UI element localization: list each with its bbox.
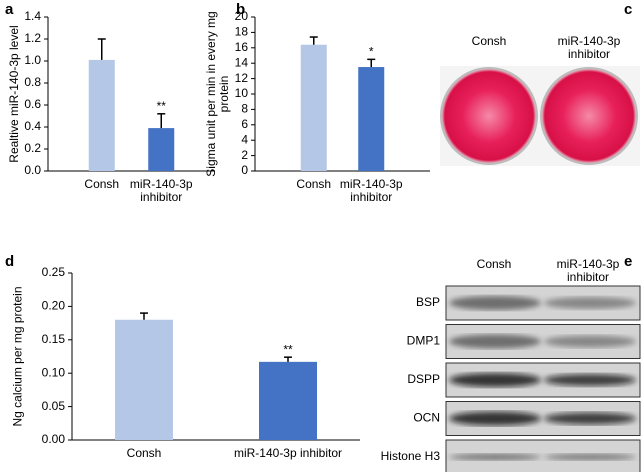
bar xyxy=(88,59,115,171)
x-tick-label-box: miR-140-3p inhibitor xyxy=(339,178,403,204)
panel-label: d xyxy=(5,253,14,270)
y-tick-label: 0.05 xyxy=(42,399,66,413)
y-tick-label: 0.8 xyxy=(24,75,41,89)
stain-image xyxy=(440,66,640,166)
error-bar xyxy=(97,38,106,60)
x-tick-label: miR-140-3p inhibitor xyxy=(339,178,403,204)
error-bar xyxy=(157,113,166,129)
significance-label: * xyxy=(369,45,374,59)
panel-label: a xyxy=(5,1,14,18)
blot-band xyxy=(544,374,636,386)
bar xyxy=(148,128,175,171)
y-tick-label: 0.2 xyxy=(24,141,41,155)
y-tick-label: 18 xyxy=(235,25,249,39)
column-label-box: Consh xyxy=(471,35,507,48)
error-bar xyxy=(140,312,148,320)
blot-band xyxy=(544,454,636,460)
y-axis-label: Sigma unit per min in every mg protein xyxy=(204,11,231,177)
y-tick-label: 12 xyxy=(235,71,249,85)
y-tick-label: 0.15 xyxy=(42,332,66,346)
blot-band xyxy=(544,412,636,425)
y-tick-label: 0.4 xyxy=(24,119,41,133)
x-tick-label-box: miR-140-3p inhibitor xyxy=(233,447,343,460)
x-tick-label-box: miR-140-3p inhibitor xyxy=(129,178,193,204)
x-tick-label: miR-140-3p inhibitor xyxy=(233,447,343,460)
y-tick-label: 0.25 xyxy=(42,265,66,279)
y-tick-label: 0.0 xyxy=(24,163,41,177)
row-label: DSPP xyxy=(407,372,440,386)
y-tick-label: 0.20 xyxy=(42,299,66,313)
column-label-box: miR-140-3p inhibitor xyxy=(557,35,621,61)
panel-label: e xyxy=(624,253,632,270)
western-blot xyxy=(445,285,641,472)
y-tick-label: 6 xyxy=(241,117,248,131)
column-label: Consh xyxy=(476,258,512,271)
y-tick-label: 2 xyxy=(241,148,248,162)
y-tick-label: 4 xyxy=(241,132,248,146)
blot-band xyxy=(449,454,541,460)
y-axis-label: Ng calcium per mg protein xyxy=(10,286,25,427)
panel-label: b xyxy=(236,1,245,18)
blot-band xyxy=(449,296,541,310)
bar xyxy=(358,67,385,171)
y-tick-label: 10 xyxy=(235,86,249,100)
blot-band xyxy=(544,335,636,348)
y-tick-label: 0.6 xyxy=(24,97,41,111)
significance-label: ** xyxy=(283,342,293,356)
error-bar xyxy=(284,356,292,362)
panel-label: c xyxy=(624,1,632,18)
column-label-box: Consh xyxy=(476,258,512,271)
x-tick-label: Consh xyxy=(84,178,120,191)
y-tick-label: 1.0 xyxy=(24,53,41,67)
x-tick-label-box: Consh xyxy=(84,178,120,191)
row-label: BSP xyxy=(416,295,440,309)
bar xyxy=(300,44,327,171)
x-tick-label: Consh xyxy=(126,447,162,460)
column-label-box: miR-140-3p inhibitor xyxy=(556,258,620,284)
y-axis-label-box: Ng calcium per mg protein xyxy=(10,286,25,427)
column-label: Consh xyxy=(471,35,507,48)
significance-label: ** xyxy=(157,99,167,113)
blot-band xyxy=(449,373,541,387)
y-tick-label: 1.2 xyxy=(24,31,41,45)
row-label: Histone H3 xyxy=(381,449,441,463)
column-label: miR-140-3p inhibitor xyxy=(556,258,620,284)
y-axis-label: Realtive miR-140-3p level xyxy=(6,25,21,163)
row-label: DMP1 xyxy=(407,334,441,348)
x-tick-label: Consh xyxy=(296,178,332,191)
y-tick-label: 20 xyxy=(235,9,249,23)
row-label: OCN xyxy=(413,411,440,425)
bar xyxy=(259,361,317,440)
y-tick-label: 0 xyxy=(241,163,248,177)
y-tick-label: 0.10 xyxy=(42,365,66,379)
y-axis-label-box: Sigma unit per min in every mg protein xyxy=(204,11,231,177)
y-tick-label: 0.00 xyxy=(42,432,66,446)
blot-band xyxy=(449,334,541,349)
y-tick-label: 1.4 xyxy=(24,9,41,23)
y-tick-label: 16 xyxy=(235,40,249,54)
column-label: miR-140-3p inhibitor xyxy=(557,35,621,61)
y-axis-label-box: Realtive miR-140-3p level xyxy=(6,25,21,163)
blot-band xyxy=(544,297,636,309)
blot-band xyxy=(449,411,541,426)
y-tick-label: 8 xyxy=(241,102,248,116)
x-tick-label-box: Consh xyxy=(296,178,332,191)
bar xyxy=(115,319,173,440)
x-tick-label-box: Consh xyxy=(126,447,162,460)
x-tick-label: miR-140-3p inhibitor xyxy=(129,178,193,204)
error-bar xyxy=(309,36,318,45)
error-bar xyxy=(367,58,376,68)
y-tick-label: 14 xyxy=(235,55,249,69)
